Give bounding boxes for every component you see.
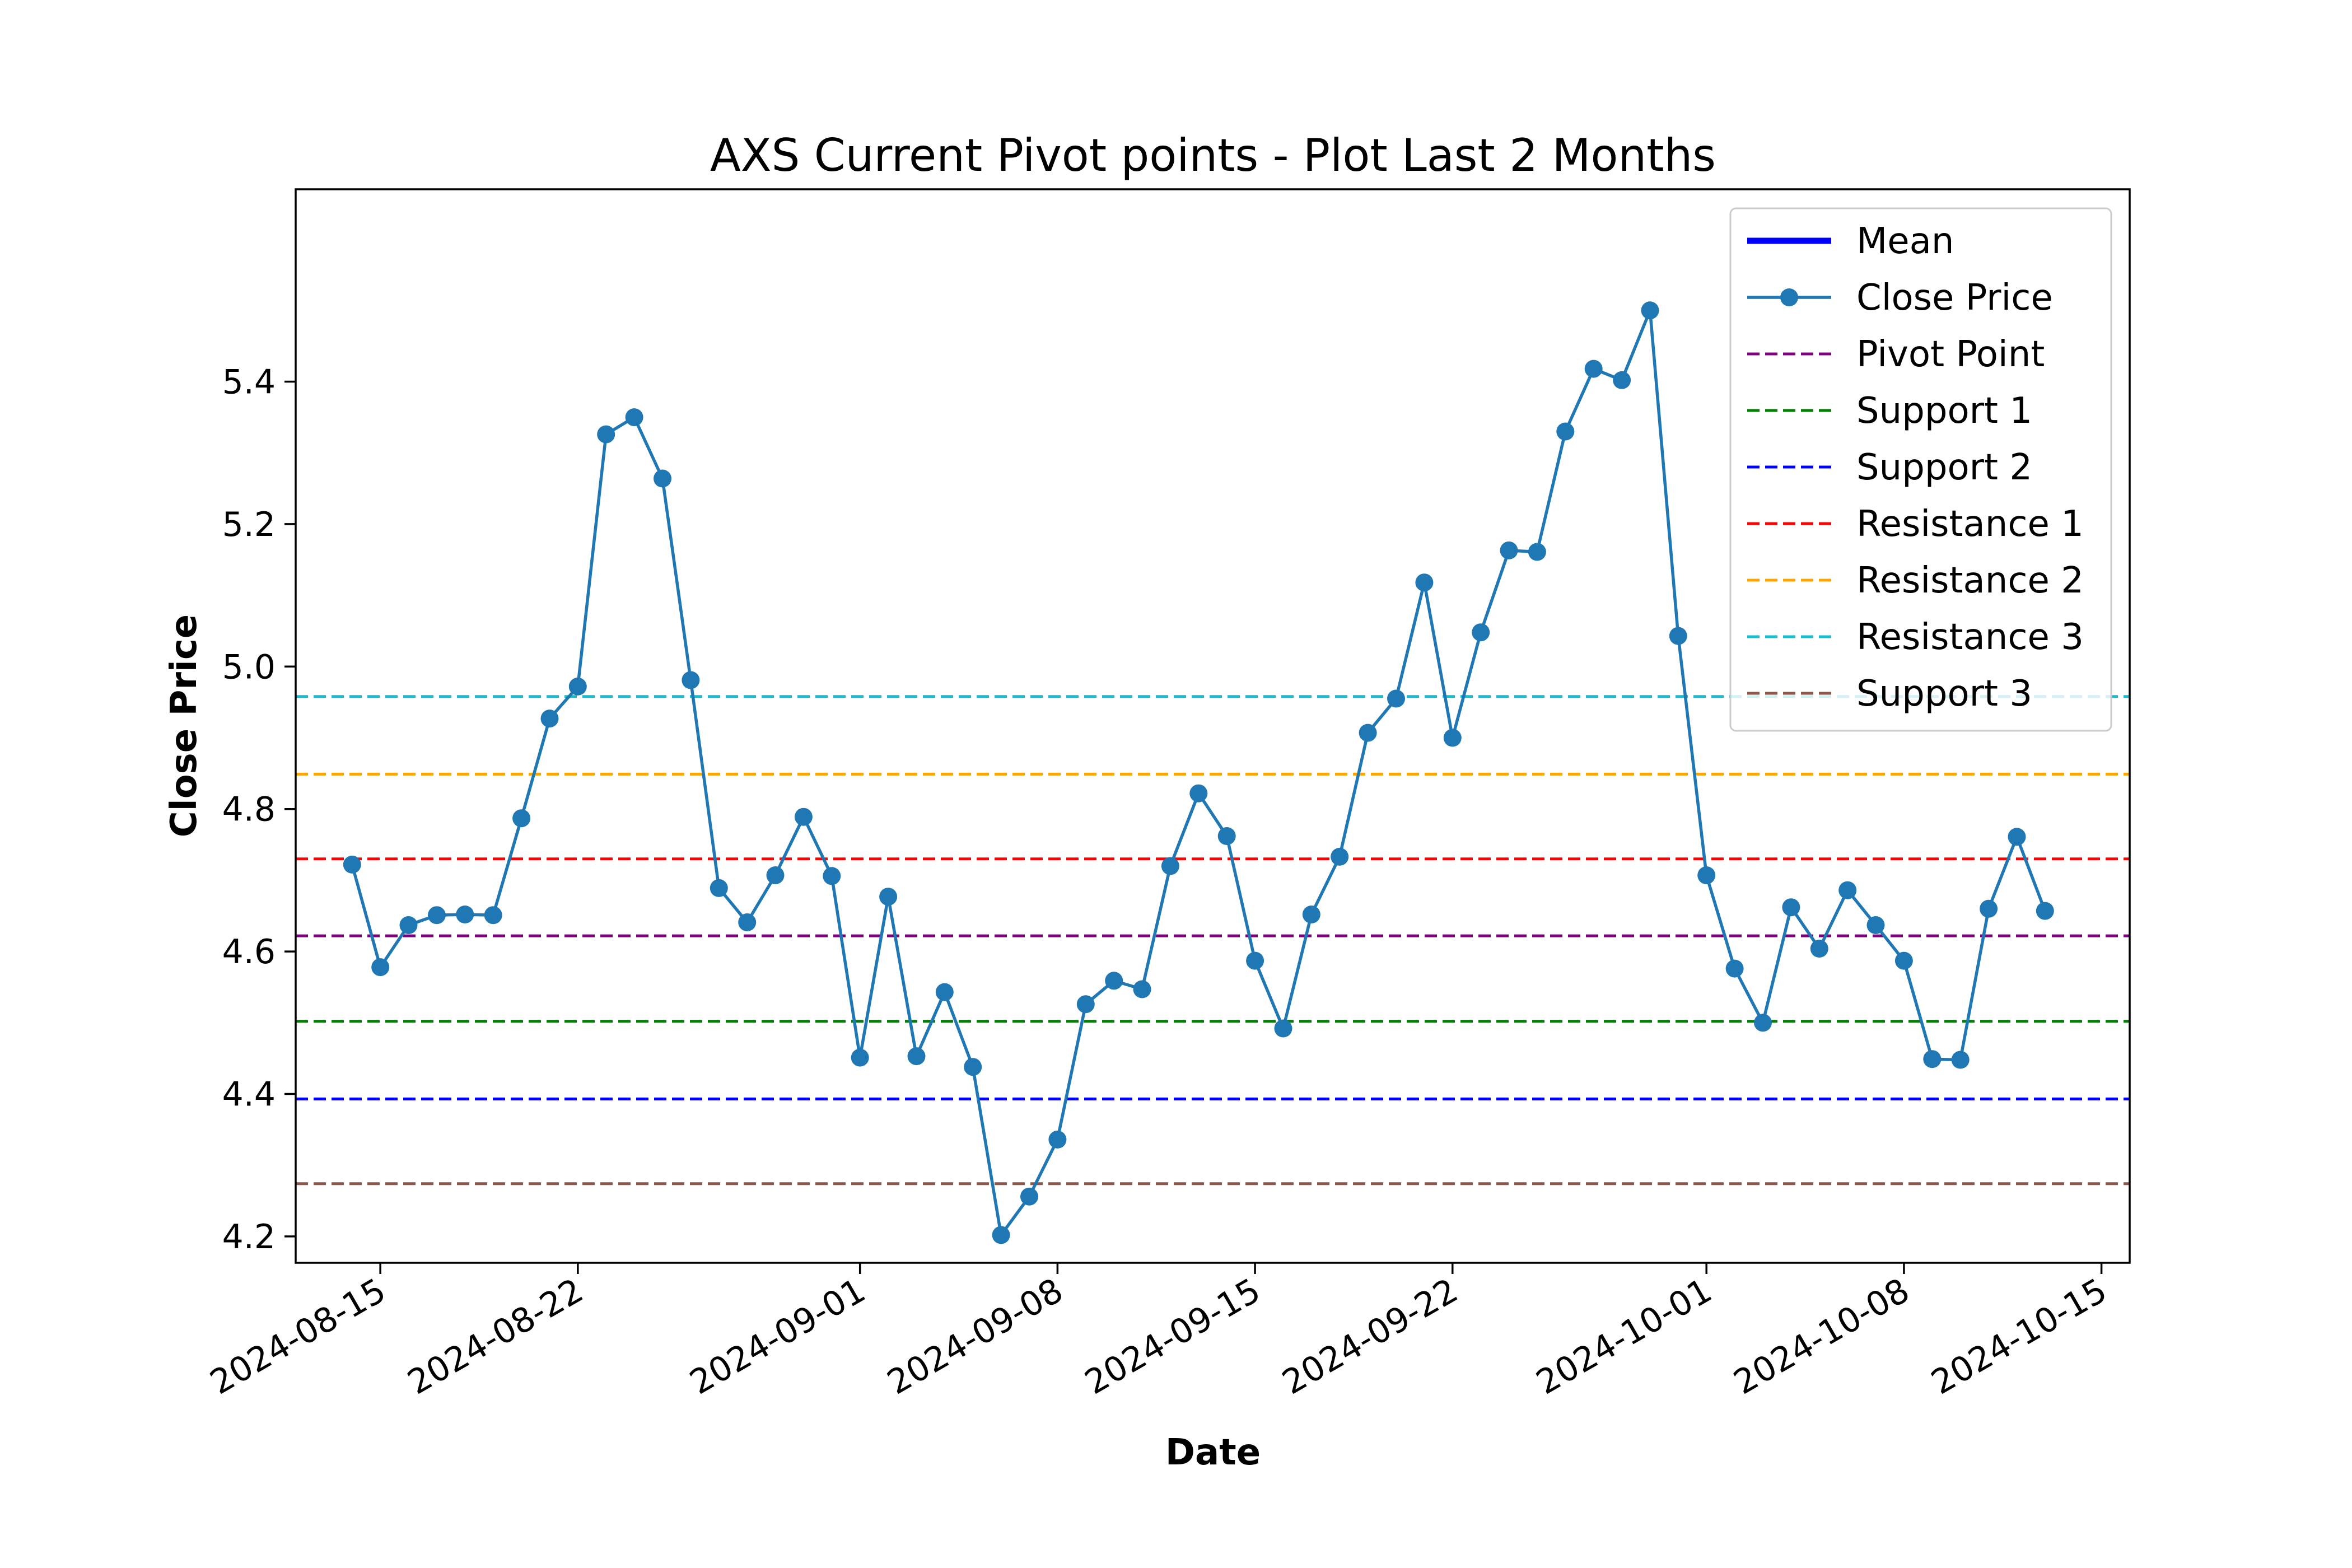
close-price-point: [1415, 573, 1434, 592]
close-price-point: [1782, 898, 1800, 917]
close-price-point: [427, 906, 446, 925]
close-price-point: [1669, 627, 1687, 645]
close-price-point: [935, 983, 954, 1001]
close-price-point: [1161, 857, 1179, 875]
legend-label: Resistance 2: [1856, 560, 2084, 601]
legend-label: Resistance 3: [1856, 617, 2084, 658]
close-price-point: [1020, 1187, 1038, 1206]
close-price-point: [1387, 689, 1405, 708]
close-price-point: [1866, 916, 1885, 934]
close-price-point: [1725, 959, 1744, 978]
close-price-point: [568, 677, 587, 696]
close-price-point: [907, 1047, 926, 1066]
close-price-point: [1980, 899, 1998, 918]
close-price-point: [1048, 1130, 1067, 1149]
legend-label: Mean: [1856, 221, 1954, 262]
close-price-point: [625, 408, 643, 427]
legend-label: Support 2: [1856, 447, 2032, 488]
close-price-point: [879, 888, 898, 906]
y-tick-label: 4.2: [222, 1217, 276, 1257]
close-price-point: [1697, 866, 1716, 884]
close-price-point: [1556, 422, 1575, 441]
close-price-point: [654, 469, 671, 488]
close-price-point: [1754, 1014, 1772, 1032]
close-price-point: [2008, 828, 2026, 846]
close-price-point: [1894, 951, 1913, 970]
y-tick-label: 4.4: [222, 1075, 276, 1114]
close-price-point: [540, 710, 559, 728]
close-price-point: [1105, 972, 1123, 990]
close-price-point: [1613, 371, 1631, 389]
close-price-point: [766, 866, 785, 884]
y-axis-label: Close Price: [164, 614, 205, 837]
close-price-point: [1838, 881, 1857, 899]
close-price-point: [1246, 951, 1264, 970]
y-tick-label: 5.4: [222, 362, 276, 402]
close-price-point: [1472, 623, 1490, 642]
close-price-point: [1528, 543, 1546, 561]
close-price-point: [1584, 360, 1603, 378]
close-price-point: [1302, 906, 1320, 923]
close-price-series: [343, 301, 2054, 1244]
close-price-point: [1500, 541, 1518, 559]
y-tick-label: 5.0: [222, 647, 276, 687]
close-price-point: [1217, 827, 1236, 845]
chart-title: AXS Current Pivot points - Plot Last 2 M…: [710, 129, 1716, 181]
close-price-point: [794, 808, 813, 826]
close-price-point: [1189, 784, 1208, 802]
legend-label: Support 3: [1856, 673, 2032, 715]
close-price-point: [371, 958, 390, 977]
legend-label: Resistance 1: [1856, 503, 2084, 545]
x-axis-label: Date: [1165, 1432, 1261, 1473]
close-price-point: [1641, 301, 1659, 320]
y-axis: 4.2 4.4 4.6 4.8 5.0 5.2 5.4: [222, 362, 296, 1257]
y-tick-label: 5.2: [222, 505, 276, 544]
y-tick-label: 4.6: [222, 932, 276, 972]
legend-label: Close Price: [1856, 277, 2053, 319]
close-price-point: [1443, 729, 1462, 747]
y-tick-label: 4.8: [222, 790, 276, 829]
close-price-point: [823, 867, 841, 885]
close-price-point: [2036, 902, 2054, 920]
close-price-point: [399, 916, 418, 934]
close-price-point: [1076, 995, 1095, 1014]
close-price-point: [1810, 940, 1828, 958]
close-price-point: [851, 1048, 869, 1067]
close-price-point: [456, 906, 474, 923]
close-price-point: [738, 913, 757, 931]
close-price-point: [992, 1226, 1010, 1244]
legend-marker: [1780, 288, 1798, 306]
close-price-point: [710, 879, 728, 897]
close-price-point: [964, 1058, 982, 1076]
legend-frame: [1729, 207, 2112, 732]
close-price-point: [682, 671, 700, 689]
close-price-point: [484, 906, 502, 925]
close-price-point: [597, 425, 615, 444]
close-price-point: [1133, 980, 1151, 998]
close-price-point: [343, 855, 361, 874]
close-price-point: [1923, 1050, 1942, 1068]
close-price-point: [1274, 1019, 1292, 1038]
close-price-point: [512, 809, 531, 828]
close-price-point: [1951, 1051, 1970, 1069]
close-price-point: [1331, 847, 1349, 866]
legend-label: Pivot Point: [1856, 334, 2045, 375]
close-price-point: [1359, 724, 1377, 742]
plot-area-frame: [295, 188, 2131, 1264]
legend: Mean Close Price Pivot Point Support 1 Suppo…: [1729, 207, 2112, 732]
legend-label: Support 1: [1856, 390, 2032, 432]
